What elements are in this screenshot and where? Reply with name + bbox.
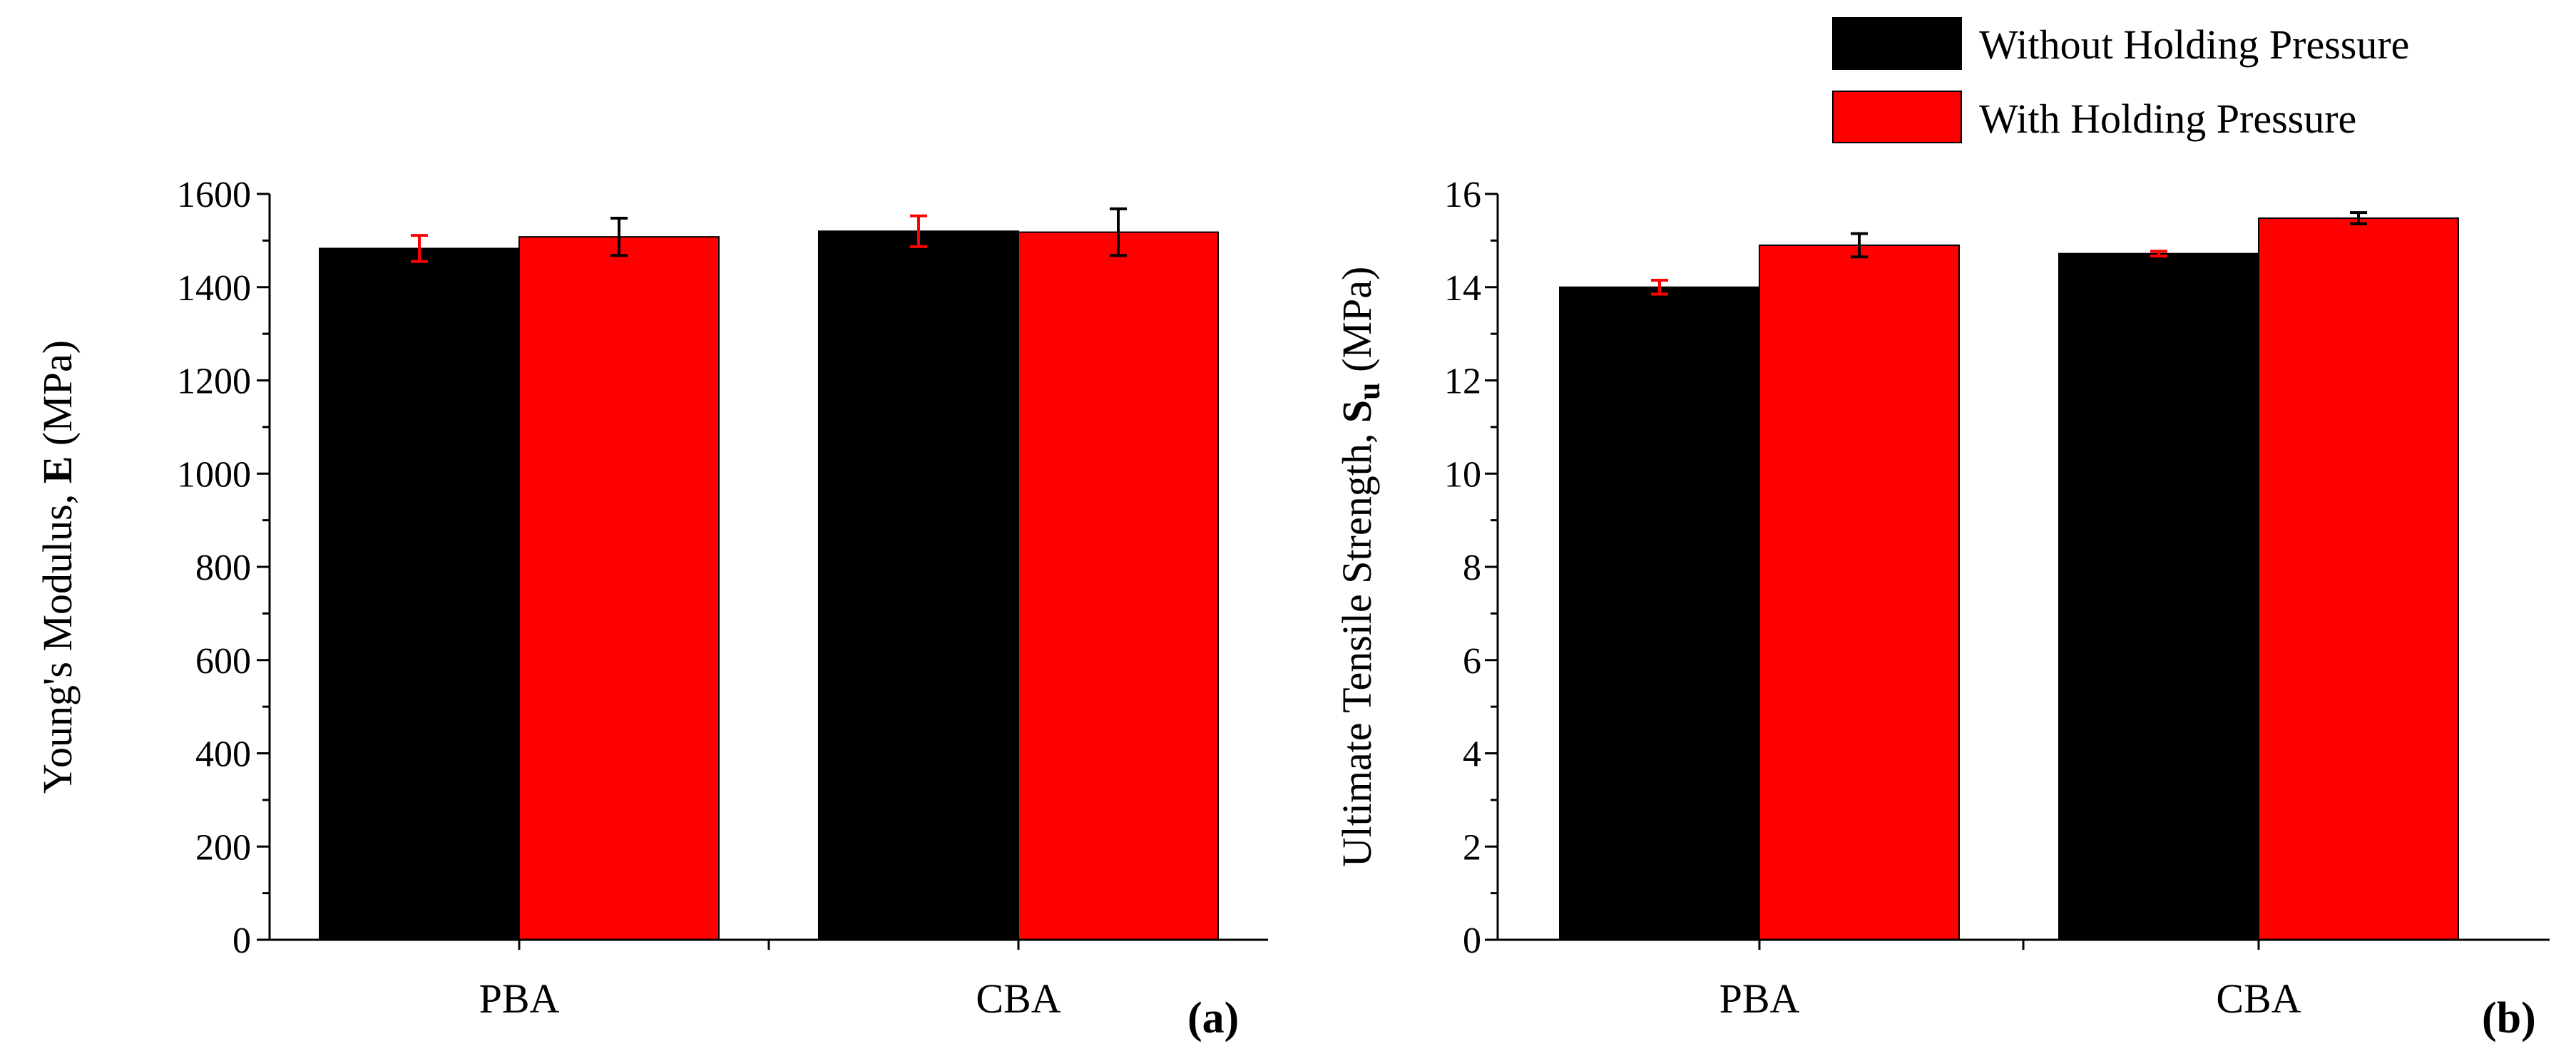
legend: Without Holding Pressure With Holding Pr… [1832,17,2409,143]
panel-b-errorbar-pba-with [1851,232,1868,259]
panel-b-ytick-label: 10 [1444,454,1481,495]
panel-a-marks: 0 200 400 600 800 1000 1200 1400 1600 PBA CBA [177,175,1219,1022]
panel-b-ytick-label: 0 [1463,921,1481,961]
panel-a-errorbar-cba-without [910,214,927,248]
legend-swatch-with [1832,91,1962,143]
panel-a-ytick-label: 1600 [177,175,251,215]
panel-b-tensile-strength: 0 2 4 6 8 10 12 14 16 PBA CBA Ultimate Tensile Str… [1334,175,2550,1042]
panel-a-ytick-label: 600 [195,641,251,682]
panel-b-ytick-label: 8 [1463,548,1481,588]
panel-a-bar-cba-with [1018,231,1219,941]
panel-a-bar-pba-without [319,247,520,940]
panel-a-ytick-label: 0 [232,921,251,961]
panel-a-ytick-label: 800 [195,548,251,588]
panel-b-ytick-label: 12 [1444,362,1481,402]
panel-a-category-label: PBA [479,975,560,1022]
panel-b-ytick-label: 6 [1463,641,1481,682]
panel-a-y-axis-title: Young's Modulus, E (MPa) [34,340,81,794]
panel-b-y-axis-title: Ultimate Tensile Strength, Su (MPa) [1334,267,1386,868]
panel-a-errorbar-pba-without [411,234,428,263]
panel-b-errorbar-cba-without [2150,250,2167,257]
legend-label-with: With Holding Pressure [1979,96,2356,142]
panel-b-bar-pba-without [1559,286,1760,940]
panel-b-ytick-label: 14 [1444,268,1481,309]
panel-a-errorbar-pba-with [610,216,628,257]
panel-a-category-label: CBA [976,975,1060,1022]
panel-a-ytick-label: 200 [195,827,251,868]
panel-b-errorbar-cba-with [2350,211,2367,225]
panel-a-label: (a) [1187,994,1239,1042]
panel-b-bar-pba-with [1759,244,1960,941]
panel-b-marks: 0 2 4 6 8 10 12 14 16 PBA CBA [1444,175,2459,1022]
panel-b-bar-cba-without [2058,252,2259,940]
panel-b-errorbar-pba-without [1651,278,1668,296]
panel-b-label: (b) [2482,994,2536,1042]
panel-b-ytick-label: 16 [1444,175,1481,215]
panel-b-ytick-label: 4 [1463,734,1481,775]
panel-b-category-label: PBA [1719,975,1800,1022]
panel-a-ytick-label: 1400 [177,268,251,309]
panel-a-bar-cba-without [818,230,1019,940]
legend-label-without: Without Holding Pressure [1979,21,2409,68]
panel-a-errorbar-cba-with [1110,207,1127,257]
panel-a-bar-pba-with [518,236,720,940]
panel-a-ytick-label: 1000 [177,454,251,495]
panel-b-bar-cba-with [2258,217,2459,940]
panel-b-category-label: CBA [2216,975,2301,1022]
panel-a-youngs-modulus: 0 200 400 600 800 1000 1200 1400 1600 PBA CBA Youn… [34,175,1268,1042]
panel-b-ytick-label: 2 [1463,827,1481,868]
panel-a-ytick-label: 1200 [177,362,251,402]
panel-a-ytick-label: 400 [195,734,251,775]
legend-swatch-without [1832,17,1962,70]
